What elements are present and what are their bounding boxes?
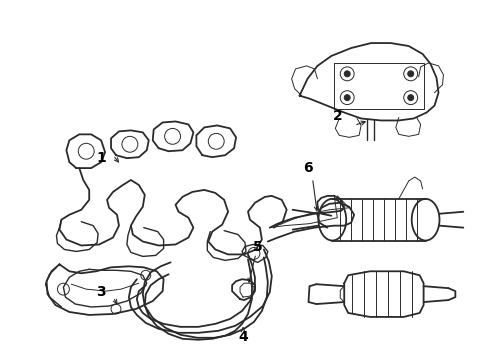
Text: 2: 2: [332, 108, 342, 122]
Text: 3: 3: [97, 285, 106, 299]
Circle shape: [408, 71, 414, 77]
Circle shape: [408, 95, 414, 100]
Text: 4: 4: [238, 330, 248, 344]
Text: 5: 5: [253, 240, 263, 255]
Text: 6: 6: [303, 161, 312, 175]
Circle shape: [344, 95, 350, 100]
Circle shape: [344, 71, 350, 77]
Text: 1: 1: [96, 151, 106, 165]
